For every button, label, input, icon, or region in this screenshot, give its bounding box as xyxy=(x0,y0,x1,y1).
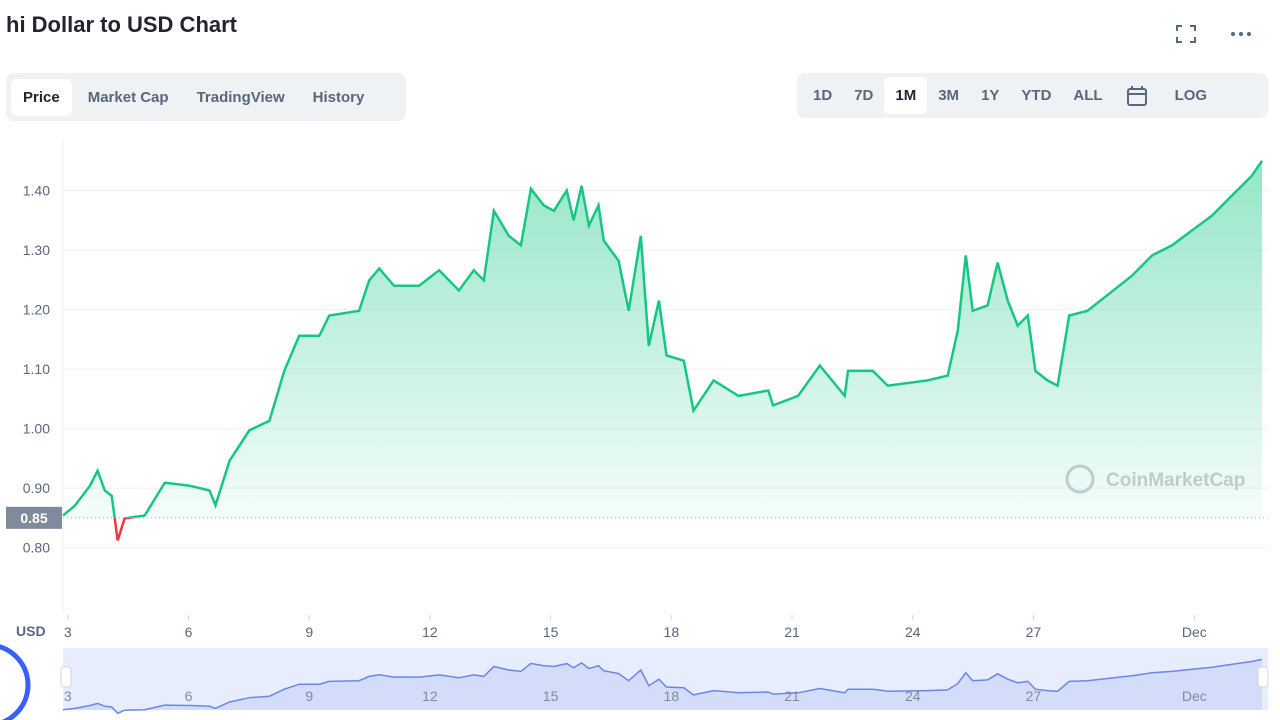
y-tick-label: 0.90 xyxy=(23,480,50,496)
range-bar: 1D 7D 1M 3M 1Y YTD ALL LOG xyxy=(797,73,1268,118)
y-tick-label: 1.10 xyxy=(23,361,50,377)
tab[interactable]: Price xyxy=(11,78,72,116)
range-button[interactable]: YTD xyxy=(1021,87,1052,104)
more-icon[interactable] xyxy=(1230,30,1254,38)
x-tick-label: 6 xyxy=(185,624,193,640)
navigator-tick-label: 3 xyxy=(64,688,72,704)
navigator-tick-label: Dec xyxy=(1182,688,1207,704)
range-button[interactable]: 3M xyxy=(938,87,960,104)
tab[interactable]: Market Cap xyxy=(87,88,169,106)
fullscreen-icon[interactable] xyxy=(1175,24,1197,44)
x-tick-label: Dec xyxy=(1182,624,1207,640)
price-area xyxy=(63,160,1262,541)
navigator-tick-label: 18 xyxy=(664,688,680,704)
calendar-icon[interactable] xyxy=(1120,85,1150,107)
x-tick-label: 12 xyxy=(422,624,438,640)
y-tick-label: 1.30 xyxy=(23,242,50,258)
navigator-handle[interactable] xyxy=(1257,666,1269,688)
y-tick-label: 0.80 xyxy=(23,540,50,556)
tab[interactable]: TradingView xyxy=(196,88,285,106)
navigator-tick-label: 6 xyxy=(185,688,193,704)
page-title: hi Dollar to USD Chart xyxy=(6,12,238,37)
y-axis-label: USD xyxy=(16,623,46,639)
price-line xyxy=(62,160,1264,518)
baseline-label: 0.85 xyxy=(20,510,47,526)
x-tick-label: 18 xyxy=(664,624,680,640)
range-button[interactable]: 7D xyxy=(854,87,874,104)
x-tick-label: 24 xyxy=(905,624,921,640)
navigator-handle[interactable] xyxy=(60,666,72,688)
navigator-tick-label: 9 xyxy=(305,688,313,704)
y-tick-label: 1.00 xyxy=(23,421,50,437)
navigator-area xyxy=(63,659,1262,714)
x-tick-label: 21 xyxy=(784,624,800,640)
range-button[interactable]: ALL xyxy=(1073,87,1103,104)
range-button[interactable]: 1D xyxy=(813,87,833,104)
tab[interactable]: History xyxy=(312,88,365,106)
navigator-tick-label: 24 xyxy=(905,688,921,704)
navigator-tick-label: 27 xyxy=(1026,688,1042,704)
range-button[interactable]: 1M xyxy=(884,77,928,114)
log-button[interactable]: LOG xyxy=(1174,87,1208,104)
tab-bar: Price Market Cap TradingView History xyxy=(6,73,406,121)
y-tick-label: 1.20 xyxy=(23,302,50,318)
x-tick-label: 3 xyxy=(64,624,72,640)
navigator-tick-label: 12 xyxy=(422,688,438,704)
x-tick-label: 9 xyxy=(305,624,313,640)
navigator-tick-label: 15 xyxy=(543,688,559,704)
y-tick-label: 1.40 xyxy=(23,183,50,199)
baseline-label-box xyxy=(6,506,62,529)
navigator-line xyxy=(62,658,1263,715)
navigator-tick-label: 21 xyxy=(784,688,800,704)
range-button[interactable]: 1Y xyxy=(981,87,1000,104)
help-button[interactable] xyxy=(0,644,31,720)
x-tick-label: 27 xyxy=(1026,624,1042,640)
x-tick-label: 15 xyxy=(543,624,559,640)
